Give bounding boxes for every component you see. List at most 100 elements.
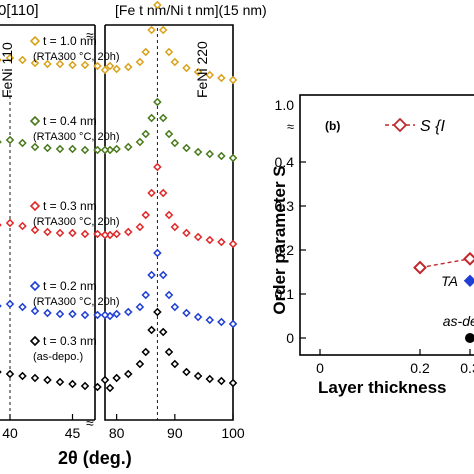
data-point [153, 307, 162, 317]
data-point [193, 147, 203, 157]
data-point [30, 306, 40, 316]
data-point [170, 222, 180, 232]
y-tick-label: 0.4 [275, 154, 295, 170]
data-point [100, 310, 110, 320]
x-tick-label: 40 [2, 425, 18, 441]
xrd-left-frame [0, 24, 96, 421]
data-point [135, 137, 145, 147]
data-point [55, 377, 65, 387]
data-point [124, 142, 133, 152]
data-point [182, 63, 191, 73]
series-marker [29, 335, 41, 347]
data-point [217, 317, 226, 327]
data-point [182, 367, 191, 377]
data-point [100, 145, 110, 155]
xrd-header-left: 0[110] [0, 2, 39, 19]
series-name: t = 0.2 nm [43, 279, 97, 293]
data-point [158, 25, 168, 35]
data-point [93, 382, 102, 392]
data-point [147, 270, 156, 280]
xrd-x-axis-label: 2θ (deg.) [58, 448, 132, 468]
data-point [100, 230, 110, 240]
data-point [5, 369, 15, 379]
y-tick-label: 0.3 [275, 198, 295, 214]
op-data-points: TA as-depo. [413, 251, 474, 343]
data-point [0, 370, 2, 374]
data-point [80, 310, 90, 320]
data-point [170, 359, 180, 369]
series-marker [29, 115, 41, 127]
data-point [141, 290, 151, 300]
x-tick-label: 0 [316, 360, 324, 376]
data-point [205, 235, 215, 245]
data-point [30, 373, 40, 383]
xrd-header-right: [Fe t nm/Ni t nm](15 nm) [115, 2, 267, 18]
xrd-reference-lines [9, 28, 158, 420]
series-name: t = 0.4 nm [43, 114, 97, 128]
data-point [0, 304, 2, 308]
y-tick-label: 0.2 [275, 242, 295, 258]
op-legend-text: S {I [420, 118, 445, 135]
data-point [18, 55, 27, 65]
x-tick-label: 100 [221, 425, 245, 441]
series-note: (RTA300 °C, 20h) [33, 296, 120, 308]
data-point [193, 312, 203, 322]
data-point [30, 225, 40, 235]
data-point [193, 67, 203, 77]
x-tick-label: 90 [167, 425, 183, 441]
xrd-series-labels: t = 1.0 nm (RTA300 °C, 20h) t = 0.4 nm (RTA… [29, 34, 120, 363]
op-x-axis-label: Layer thickness [318, 378, 447, 397]
data-point [5, 218, 15, 228]
data-point [93, 310, 102, 320]
xrd-series [0, 0, 238, 85]
data-point [228, 75, 238, 85]
data-point [18, 371, 27, 381]
data-point [100, 65, 110, 75]
data-point [193, 232, 203, 242]
xrd-series [0, 97, 238, 163]
data-point [124, 369, 133, 379]
data-point [217, 376, 226, 386]
x-tick-label: 0.2 [410, 360, 430, 376]
data-point [5, 53, 15, 63]
data-point [182, 308, 191, 318]
op-data-point [463, 251, 474, 266]
data-point [43, 143, 52, 153]
data-point [217, 73, 226, 83]
data-point [182, 228, 191, 238]
series-marker [29, 35, 41, 47]
data-point [135, 57, 145, 67]
data-point [141, 47, 151, 57]
data-point [105, 383, 115, 393]
xrd-series [0, 307, 238, 393]
data-point [5, 299, 15, 309]
series-marker [29, 200, 41, 212]
series-note: (RTA300 °C, 20h) [33, 51, 120, 63]
data-point [0, 140, 2, 144]
data-point [164, 47, 174, 57]
op-y-axis-label: Order parameter S [270, 165, 289, 314]
op-as-depo-point [465, 333, 474, 343]
x-tick-label: 80 [109, 425, 125, 441]
op-ta-label: TA [441, 273, 458, 289]
data-point [112, 144, 121, 154]
xrd-x-ticks: 40 45 80 90 100 [2, 414, 245, 441]
data-point [228, 153, 238, 163]
op-legend-marker [392, 117, 408, 133]
data-point [124, 227, 133, 237]
data-point [228, 239, 238, 249]
data-point [30, 58, 40, 68]
data-point [158, 188, 168, 198]
data-point [135, 359, 145, 369]
data-point [147, 25, 156, 35]
data-point [0, 223, 2, 227]
data-point [30, 142, 40, 152]
data-point [68, 228, 77, 238]
y-tick-label: 0 [286, 330, 294, 346]
data-point [43, 375, 52, 385]
data-point [147, 113, 156, 123]
data-point [80, 229, 90, 239]
data-point [153, 97, 162, 107]
data-point [164, 129, 174, 139]
